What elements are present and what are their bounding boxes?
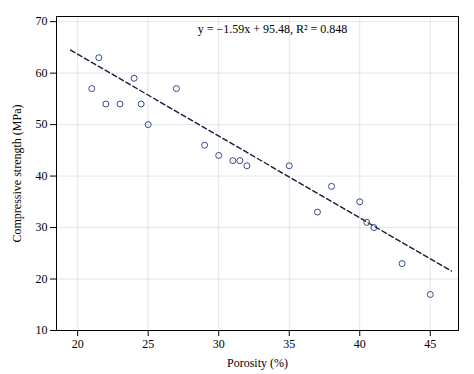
- svg-text:20: 20: [72, 337, 84, 351]
- svg-text:20: 20: [36, 272, 48, 286]
- svg-text:35: 35: [283, 337, 295, 351]
- svg-text:25: 25: [142, 337, 154, 351]
- svg-text:70: 70: [36, 14, 48, 28]
- svg-text:30: 30: [36, 220, 48, 234]
- svg-text:45: 45: [424, 337, 436, 351]
- svg-text:40: 40: [36, 169, 48, 183]
- svg-text:60: 60: [36, 66, 48, 80]
- svg-text:y = −1.59x + 95.48, R² = 0.848: y = −1.59x + 95.48, R² = 0.848: [198, 22, 348, 36]
- svg-text:Compressive strength (MPa): Compressive strength (MPa): [10, 105, 24, 243]
- svg-text:Porosity (%): Porosity (%): [227, 356, 288, 370]
- svg-text:50: 50: [36, 117, 48, 131]
- svg-text:10: 10: [36, 323, 48, 337]
- svg-text:40: 40: [354, 337, 366, 351]
- svg-text:30: 30: [213, 337, 225, 351]
